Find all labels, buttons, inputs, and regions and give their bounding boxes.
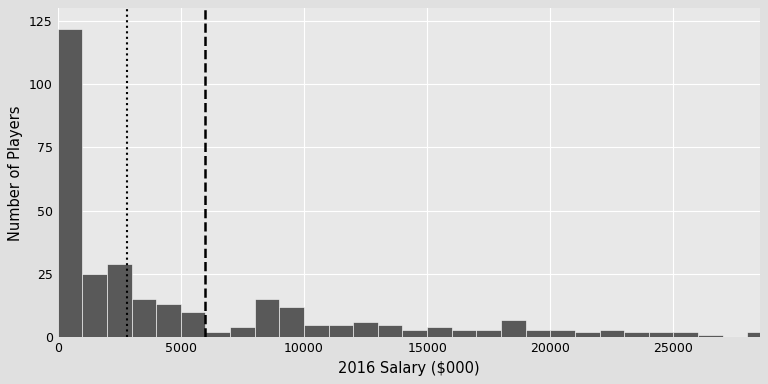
Bar bbox=[575, 332, 600, 337]
Bar bbox=[698, 335, 723, 337]
Bar bbox=[747, 332, 768, 337]
Bar bbox=[402, 329, 427, 337]
Y-axis label: Number of Players: Number of Players bbox=[8, 105, 23, 240]
Bar bbox=[230, 327, 255, 337]
Bar bbox=[649, 332, 674, 337]
Bar bbox=[378, 324, 402, 337]
Bar bbox=[551, 329, 575, 337]
Bar bbox=[353, 322, 378, 337]
Bar bbox=[329, 324, 353, 337]
Bar bbox=[280, 307, 304, 337]
Bar bbox=[624, 332, 649, 337]
Bar bbox=[476, 329, 501, 337]
Bar bbox=[107, 264, 131, 337]
Bar bbox=[58, 28, 82, 337]
Bar bbox=[156, 305, 180, 337]
Bar bbox=[525, 329, 551, 337]
Bar bbox=[452, 329, 476, 337]
Bar bbox=[205, 332, 230, 337]
Bar bbox=[674, 332, 698, 337]
Bar bbox=[82, 274, 107, 337]
Bar bbox=[304, 324, 329, 337]
Bar bbox=[501, 319, 525, 337]
Bar bbox=[131, 299, 156, 337]
Bar bbox=[600, 329, 624, 337]
Bar bbox=[427, 327, 452, 337]
Bar bbox=[180, 312, 205, 337]
Bar bbox=[255, 299, 280, 337]
X-axis label: 2016 Salary ($000): 2016 Salary ($000) bbox=[338, 361, 479, 376]
